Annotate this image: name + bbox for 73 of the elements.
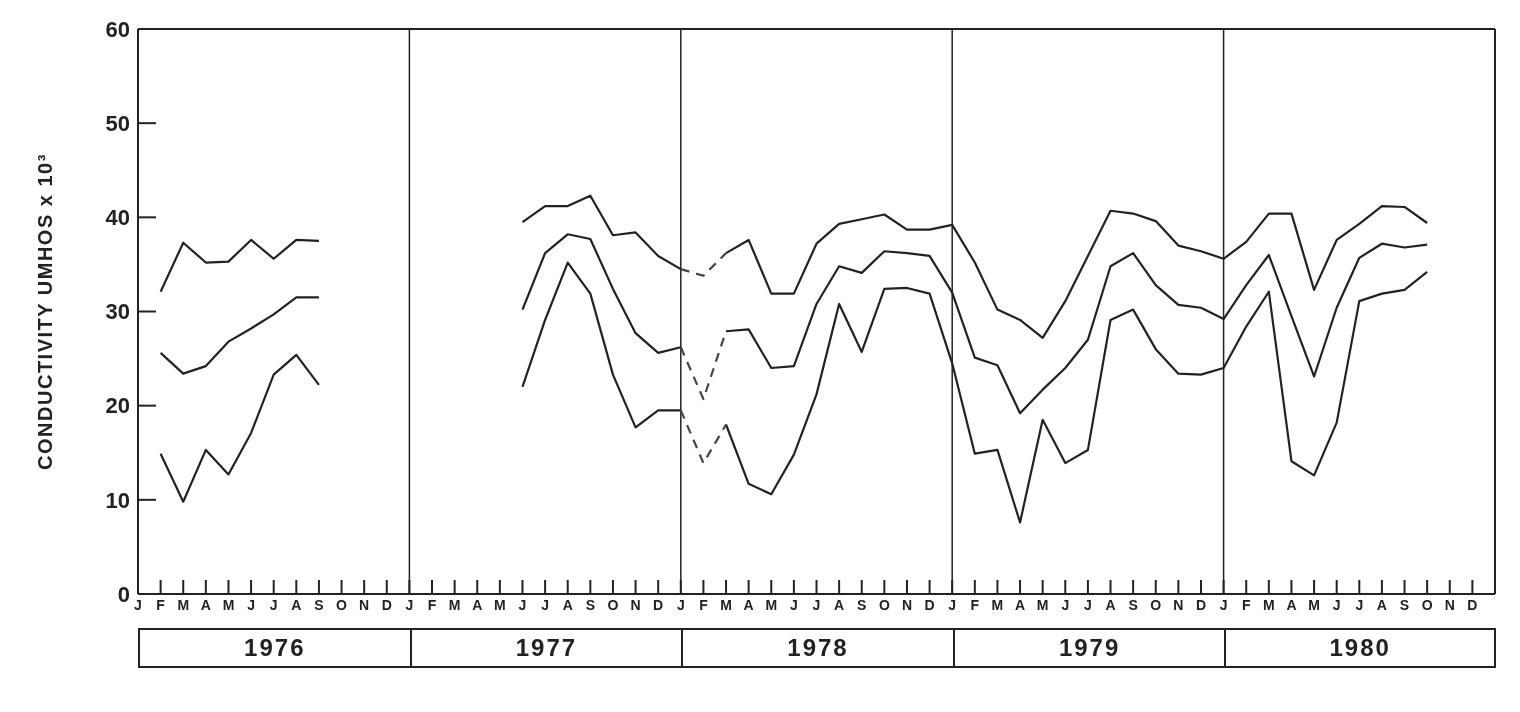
x-tick-label: D (924, 596, 935, 613)
x-tick-label: A (1286, 596, 1297, 613)
x-tick-label: N (1173, 596, 1184, 613)
x-tick-label: O (878, 596, 890, 613)
text: 1976 (138, 630, 410, 668)
x-tick-label: A (834, 596, 845, 613)
y-tick-label: 20 (105, 393, 130, 419)
x-tick-label: M (448, 596, 461, 613)
x-tick-label: F (699, 596, 709, 613)
x-tick-label: A (743, 596, 754, 613)
x-tick-label: D (381, 596, 392, 613)
x-tick-label: O (607, 596, 619, 613)
x-tick-label: J (676, 596, 685, 613)
x-tick-label: A (291, 596, 302, 613)
x-tick-label: M (222, 596, 235, 613)
x-tick-label: N (1444, 596, 1455, 613)
x-tick-label: N (901, 596, 913, 613)
x-tick-label: J (1061, 596, 1070, 613)
x-tick-label: O (336, 596, 348, 613)
x-tick-label: F (427, 596, 437, 613)
x-tick-label: A (1014, 596, 1026, 613)
x-tick-label: M (177, 596, 190, 613)
x-tick-label: O (1421, 596, 1433, 613)
y-tick-label: 40 (105, 205, 130, 231)
x-tick-label: A (200, 596, 211, 613)
x-tick-label: J (518, 596, 527, 613)
x-tick-label: J (247, 596, 255, 613)
x-tick-label: J (1084, 596, 1092, 613)
x-tick-label: N (359, 596, 370, 613)
y-tick-label: 60 (105, 16, 130, 42)
x-tick-label: M (991, 596, 1004, 613)
y-axis-title: CONDUCTIVITY UMHOS x 10³ (34, 153, 56, 470)
x-tick-label: S (314, 596, 324, 613)
x-tick-label: A (562, 596, 573, 613)
x-tick-label: F (156, 596, 166, 613)
x-tick-label: J (789, 596, 798, 613)
text: 1979 (952, 630, 1225, 668)
x-tick-label: S (1399, 596, 1410, 613)
x-tick-label: J (812, 596, 821, 613)
x-tick-label: N (630, 596, 641, 613)
x-tick-label: M (1036, 596, 1049, 613)
x-tick-label: M (720, 596, 732, 613)
x-tick-label: J (948, 596, 957, 613)
x-tick-label: J (134, 596, 142, 613)
y-tick-label: 10 (105, 487, 130, 513)
text: 1978 (681, 630, 953, 668)
text: 1977 (409, 630, 682, 668)
x-tick-label: J (1219, 596, 1228, 613)
y-tick-label: 50 (105, 110, 130, 136)
x-tick-label: J (269, 596, 278, 613)
text: 1980 (1224, 630, 1496, 668)
x-tick-label: S (857, 596, 867, 613)
x-tick-label: A (1376, 596, 1387, 613)
x-tick-label: F (1241, 596, 1251, 613)
x-tick-label: M (494, 596, 506, 613)
x-tick-label: S (585, 596, 596, 613)
x-tick-label: A (472, 596, 483, 613)
x-tick-label: D (1467, 596, 1478, 613)
x-tick-label: J (541, 596, 549, 613)
x-tick-label: D (1195, 596, 1207, 613)
x-tick-label: J (1355, 596, 1364, 613)
x-tick-label: M (765, 596, 778, 613)
x-tick-label: A (1105, 596, 1116, 613)
y-tick-label: 30 (105, 299, 130, 325)
x-tick-label: J (405, 596, 414, 613)
x-tick-label: D (653, 596, 664, 613)
x-tick-label: M (1263, 596, 1275, 613)
x-tick-label: M (1308, 596, 1320, 613)
y-tick-label: 0 (117, 581, 130, 607)
x-tick-label: O (1150, 596, 1162, 613)
x-tick-label: F (970, 596, 980, 613)
x-tick-label: J (1332, 596, 1341, 613)
x-tick-label: S (1128, 596, 1138, 613)
